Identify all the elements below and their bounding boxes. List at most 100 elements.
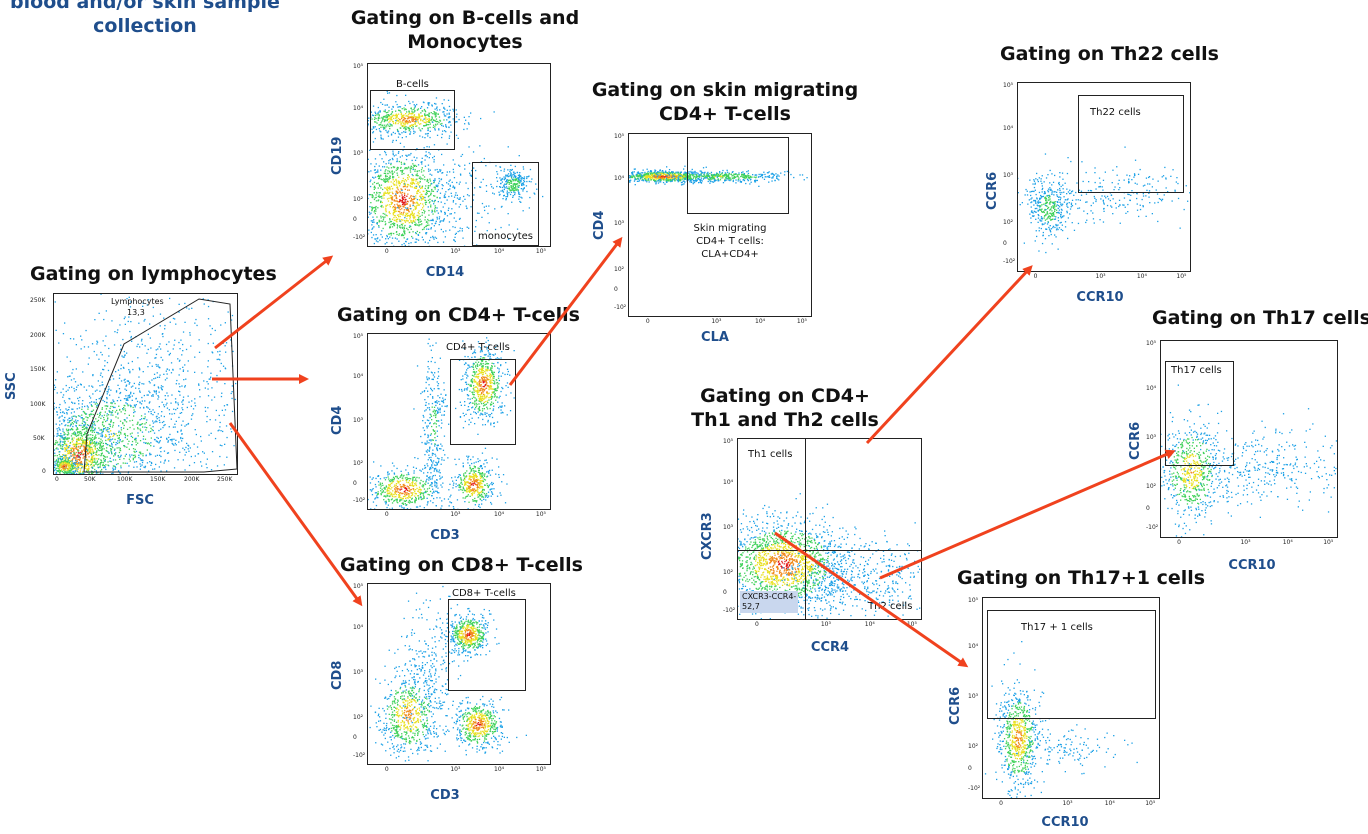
cd4-gate <box>450 359 516 445</box>
bcells-y-tick: 0 <box>353 215 357 223</box>
bcells-y-tick: 10³ <box>353 150 364 157</box>
th17p1-y-tick: 10⁵ <box>968 597 979 604</box>
th17-x-tick: 10⁴ <box>1282 539 1293 546</box>
bcells-y-tick: 10² <box>353 195 364 203</box>
th1th2-x-tick: 0 <box>754 621 759 628</box>
monocytes-gate-label: monocytes <box>478 231 534 242</box>
th22-scatter <box>1018 146 1190 254</box>
skin-y-tick: -10² <box>614 303 627 311</box>
lymph-x-tick: 50K <box>84 476 96 483</box>
cd4-x-tick: 10³ <box>450 511 461 518</box>
th1th2-y-tick: -10² <box>723 606 736 614</box>
skin-scatter <box>629 165 808 187</box>
cd4-y-tick: 10⁴ <box>353 372 364 380</box>
th17-y-label: CCR6 <box>1128 421 1143 460</box>
cd4-y-tick: 10³ <box>353 416 364 424</box>
lymphocytes-x-label: FSC <box>126 493 154 508</box>
th22-y-tick: -10² <box>1003 258 1016 266</box>
th22-title: Gating on Th22 cells <box>1000 43 1219 65</box>
skin-x-label: CLA <box>701 330 729 345</box>
th17p1-y-tick: 10² <box>968 743 979 750</box>
th1th2-x-label: CCR4 <box>810 640 850 655</box>
cd4-gate-label: CD4+ T-cells <box>446 342 510 353</box>
bcells-x-label: CD14 <box>425 265 465 280</box>
th17-x-tick: 10⁵ <box>1323 539 1334 546</box>
skin-y-tick: 10⁴ <box>614 174 625 182</box>
cd8-y-tick: 10³ <box>353 669 364 676</box>
cd4-x-tick: 10⁵ <box>535 511 546 518</box>
cd8-y-label: CD8 <box>330 660 345 690</box>
arrow-th1-to-th17 <box>879 449 1176 580</box>
th17p1-y-tick: 10³ <box>968 693 979 700</box>
skin-y-tick: 10⁵ <box>614 132 625 140</box>
th22-x-label: CCR10 <box>1076 290 1124 305</box>
lymph-x-tick: 200K <box>184 476 200 483</box>
skin-plot <box>628 133 812 317</box>
lymph-y-tick: 100K <box>30 401 46 408</box>
th17p1-x-tick: 10³ <box>1062 800 1073 807</box>
bcells-x-tick: 10³ <box>450 248 461 255</box>
th22-y-tick: 10² <box>1003 219 1014 226</box>
monocytes-gate <box>472 162 539 246</box>
lymph-y-tick: 50K <box>33 435 45 442</box>
th17-y-tick: 10⁵ <box>1146 339 1157 347</box>
lymph-x-tick: 150K <box>150 476 166 483</box>
cd8-x-tick: 10⁵ <box>535 766 546 773</box>
quadrant-vertical-line <box>805 439 806 619</box>
cd8-title: Gating on CD8+ T-cells <box>340 554 583 576</box>
header-text: blood and/or skin sample collection <box>10 0 280 37</box>
th17-gate <box>1165 361 1234 466</box>
th17p1-gate-label: Th17 + 1 cells <box>1021 622 1093 633</box>
lymphocytes-plot: Lymphocytes 13,3 <box>53 293 238 475</box>
th1th2-y-label: CXCR3 <box>700 512 715 560</box>
cd8-gate <box>448 599 526 691</box>
th17-x-tick: 0 <box>1177 539 1181 546</box>
cd4-y-tick: -10² <box>353 497 366 504</box>
cd4-y-tick: 0 <box>353 479 357 487</box>
cd4-y-tick: 10⁵ <box>353 332 364 340</box>
th17-title: Gating on Th17 cells <box>1152 307 1368 329</box>
th17-x-tick: 10³ <box>1240 539 1251 546</box>
th17-y-tick: 10² <box>1146 483 1157 490</box>
cd8-y-tick: 10⁴ <box>353 624 364 631</box>
skin-y-label: CD4 <box>592 210 607 240</box>
cd8-x-tick: 0 <box>384 766 389 773</box>
th2-label: Th2 cells <box>868 601 913 612</box>
th1th2-title-text: Gating on CD4+ Th1 and Th2 cells <box>691 385 879 431</box>
th17p1-scatter <box>984 641 1138 798</box>
lymphocytes-gate-value: 13,3 <box>127 308 145 317</box>
bcells-plot: B-cells monocytes <box>367 63 551 247</box>
cd4-y-label: CD4 <box>330 405 345 435</box>
double-negative-line2: 52,7 <box>742 602 760 611</box>
th17-x-label: CCR10 <box>1228 558 1276 573</box>
cd4-title: Gating on CD4+ T-cells <box>337 304 580 326</box>
th22-x-tick: 0 <box>1033 273 1038 280</box>
lymphocytes-title: Gating on lymphocytes <box>30 263 277 285</box>
bcells-y-label: CD19 <box>330 136 345 175</box>
lymph-y-tick: 200K <box>30 332 46 339</box>
th17p1-plot: Th17 + 1 cells <box>982 597 1160 799</box>
lymphocytes-y-label: SSC <box>4 372 19 400</box>
lymphocytes-gate-label: Lymphocytes <box>111 297 164 306</box>
th17p1-y-label: CCR6 <box>948 686 963 725</box>
cd8-plot: CD8+ T-cells <box>367 583 551 765</box>
skin-x-tick: 10⁵ <box>796 318 807 325</box>
bcells-title: Gating on B-cells and Monocytes <box>345 6 585 54</box>
cd8-y-tick: 10⁵ <box>353 582 364 590</box>
cd8-y-tick: 0 <box>353 733 357 741</box>
th1th2-y-tick: 10⁴ <box>723 479 734 486</box>
lymph-x-tick: 250K <box>217 476 233 483</box>
skin-note: Skin migrating CD4+ T cells: CLA+CD4+ <box>680 222 780 261</box>
th17p1-title: Gating on Th17+1 cells <box>957 567 1206 589</box>
th1th2-y-tick: 10⁵ <box>723 437 734 445</box>
skin-x-tick: 10⁴ <box>755 318 766 325</box>
quadrant-horizontal-line <box>738 550 921 551</box>
th17-scatter <box>1161 384 1337 537</box>
bcells-y-tick: 10⁴ <box>353 104 364 112</box>
bcells-x-tick: 0 <box>384 248 389 255</box>
th1th2-x-tick: 10⁵ <box>906 621 917 628</box>
skin-x-tick: 0 <box>645 318 650 325</box>
cd8-x-label: CD3 <box>430 788 460 803</box>
th22-y-tick: 10³ <box>1003 172 1014 179</box>
double-negative-line1: CXCR3-CCR4- <box>742 592 797 601</box>
